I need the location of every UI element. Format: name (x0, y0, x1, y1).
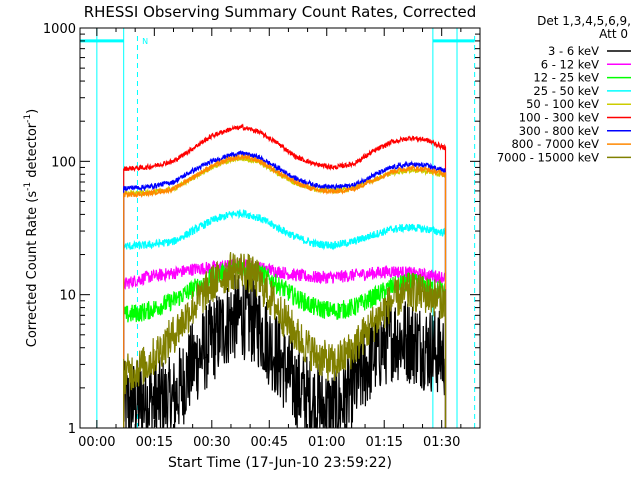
x-tick-label-6: 01:30 (423, 435, 460, 450)
x-tick-label-5: 01:15 (365, 435, 402, 450)
legend-label-1: 6 - 12 keV (541, 57, 599, 71)
series-line-8 (123, 252, 447, 428)
legend-label-2: 12 - 25 keV (533, 71, 599, 85)
legend-label-5: 100 - 300 keV (519, 111, 599, 125)
y-tick-label-0: 1 (68, 422, 76, 437)
x-tick-label-0: 00:00 (78, 435, 115, 450)
x-tick-label-3: 00:45 (251, 435, 288, 450)
axes: 00:00 00:15 00:30 00:45 01:00 01:15 01:30 1 10 10… (43, 22, 481, 450)
legend-label-7: 800 - 7000 keV (511, 137, 599, 151)
plot-frame (79, 27, 481, 429)
x-tick-label-1: 00:15 (136, 435, 173, 450)
x-tick-label-2: 00:30 (193, 435, 230, 450)
y-axis-label-sup1: -1 (23, 182, 33, 191)
legend-label-4: 50 - 100 keV (526, 97, 599, 111)
y-axis-label-end: ) (25, 109, 40, 114)
legend-header-1: Det 1,3,4,5,6,9, (537, 14, 631, 28)
x-tick-label-4: 01:00 (308, 435, 345, 450)
y-tick-label-3: 1000 (43, 22, 76, 37)
y-tick-label-1: 10 (59, 289, 76, 304)
series-line-0 (123, 274, 447, 429)
legend-label-8: 7000 - 15000 keV (497, 150, 599, 164)
x-axis-label: Start Time (17-Jun-10 23:59:22) (168, 455, 392, 471)
plot-area: N (80, 28, 476, 429)
series-line-7 (123, 153, 447, 428)
legend-header-2: Att 0 (599, 27, 628, 41)
series-line-5 (123, 123, 447, 428)
series-line-1 (123, 257, 447, 428)
y-axis-label: Corrected Count Rate (s-1 detector-1) (23, 109, 40, 347)
series-line-2 (123, 260, 447, 428)
y-axis-label-sup2: -1 (23, 114, 33, 123)
series-line-3 (123, 209, 447, 428)
legend-label-3: 25 - 50 keV (533, 84, 599, 98)
legend-label-0: 3 - 6 keV (548, 44, 599, 58)
y-axis-label-mid: detector (25, 122, 40, 182)
y-tick-label-2: 100 (51, 155, 76, 170)
y-axis-label-main: Corrected Count Rate (s (25, 191, 40, 348)
series-line-6 (123, 149, 447, 428)
marker-label: N (142, 37, 148, 46)
legend-label-6: 300 - 800 keV (519, 124, 599, 138)
chart-title: RHESSI Observing Summary Count Rates, Co… (84, 3, 477, 21)
